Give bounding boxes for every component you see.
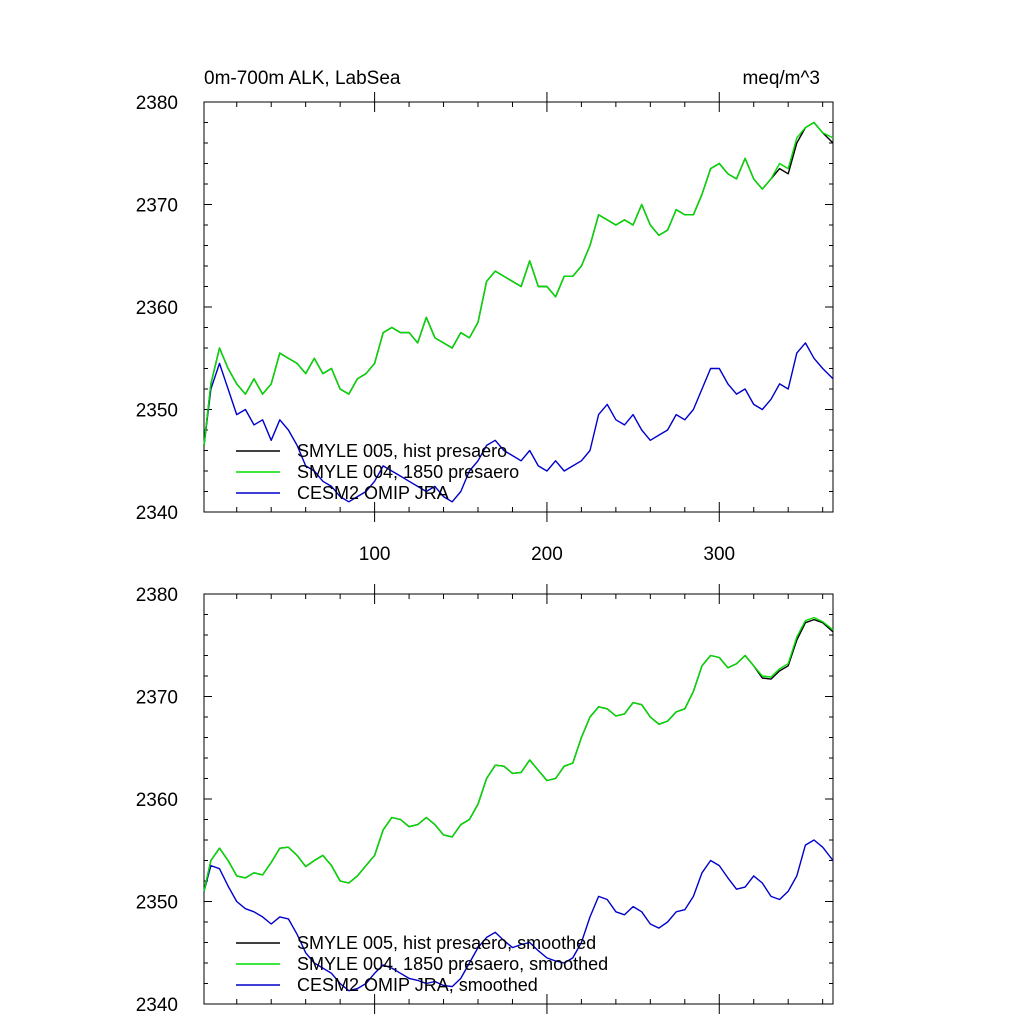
series-line-2 [203, 839, 834, 992]
panel-top: 0m-700m ALK, LabSea meq/m^3 2340 2350 2360… [136, 68, 834, 565]
chart-title-left: 0m-700m ALK, LabSea [204, 68, 401, 89]
y-tick-label: 2360 [136, 298, 178, 319]
y-tick-label: 2370 [136, 688, 178, 709]
legend-label-0: SMYLE 005, hist presaero, smoothed [297, 933, 596, 953]
y-tick-label: 2380 [136, 93, 178, 114]
chart-units-label: meq/m^3 [742, 68, 820, 89]
y-tick-label: 2350 [136, 401, 178, 422]
y-tick-label: 2340 [136, 503, 178, 524]
y-tick-label: 2380 [136, 585, 178, 606]
series-line-1 [203, 121, 834, 446]
legend-label-2: CESM2 OMIP JRA [297, 483, 449, 503]
y-tick-label: 2370 [136, 196, 178, 217]
y-tick-label: 2340 [136, 995, 178, 1016]
x-tick-label: 200 [531, 544, 563, 565]
panel-bottom: 2340 2350 2360 2370 2380 SMYLE 005, hist pres… [136, 584, 834, 1016]
series-line-1 [203, 616, 834, 892]
legend-label-2: CESM2 OMIP JRA, smoothed [297, 975, 538, 995]
x-tick-label: 300 [703, 544, 735, 565]
legend-label-1: SMYLE 004, 1850 presaero [297, 462, 519, 482]
series-line-2 [203, 342, 834, 503]
legend-label-0: SMYLE 005, hist presaero [297, 441, 507, 461]
y-tick-label: 2350 [136, 893, 178, 914]
x-tick-label: 100 [359, 544, 391, 565]
legend-label-1: SMYLE 004, 1850 presaero, smoothed [297, 954, 608, 974]
series-line-0 [203, 618, 834, 892]
series-line-0 [203, 121, 834, 446]
y-tick-label: 2360 [136, 790, 178, 811]
